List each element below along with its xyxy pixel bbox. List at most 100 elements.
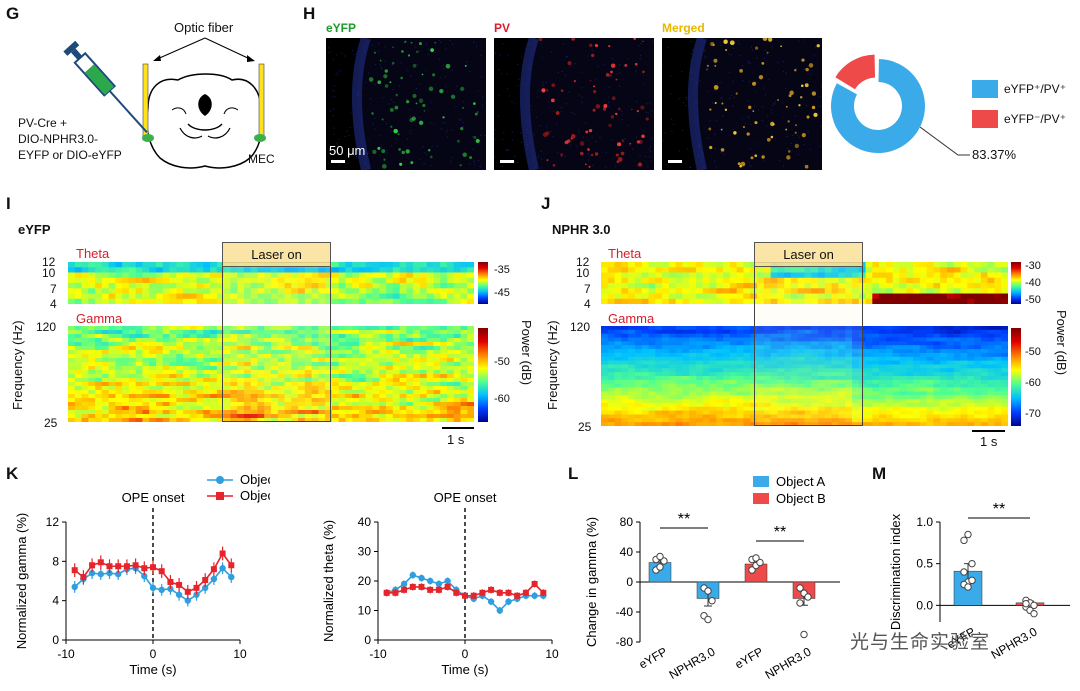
heatmap-cell <box>433 386 441 391</box>
heatmap-cell <box>115 298 123 304</box>
heatmap-cell <box>230 382 238 387</box>
heatmap-cell <box>223 362 231 367</box>
heatmap-cell <box>223 370 231 375</box>
heatmap-cell <box>607 383 616 389</box>
micrograph-nucleus <box>690 53 692 55</box>
micrograph-nucleus <box>332 96 334 98</box>
heatmap-cell <box>142 358 150 363</box>
heatmap-cell <box>784 406 792 412</box>
heatmap-cell <box>885 337 894 342</box>
heatmap-cell <box>169 358 177 363</box>
micrograph-cell <box>391 61 395 65</box>
micrograph-nucleus <box>439 58 441 60</box>
heatmap-cell <box>230 267 238 274</box>
micrograph-nucleus <box>384 45 386 48</box>
heatmap-cell <box>892 391 901 396</box>
heatmap-cell <box>723 372 731 377</box>
heatmap-cell <box>831 379 839 385</box>
micrograph-cell <box>430 155 433 159</box>
micrograph-nucleus <box>640 43 642 45</box>
data-point <box>392 589 399 596</box>
heatmap-cell <box>824 364 833 369</box>
heatmap-cell <box>95 414 103 419</box>
heatmap-cell <box>980 402 989 408</box>
heatmap-cell <box>311 277 319 284</box>
heatmap-cell <box>359 293 367 300</box>
micrograph-cell <box>476 111 479 113</box>
heatmap-cell <box>74 283 83 289</box>
data-point <box>158 586 165 594</box>
heatmap-cell <box>325 374 333 379</box>
heatmap-cell <box>257 362 265 367</box>
heatmap-cell <box>838 333 846 339</box>
heatmap-cell <box>183 406 191 411</box>
heatmap-cell <box>399 414 407 419</box>
heatmap-cell <box>865 410 873 415</box>
heatmap-cell <box>926 418 934 423</box>
heatmap-cell <box>757 267 765 274</box>
micrograph-nucleus <box>803 39 805 41</box>
heatmap-cell <box>919 364 928 369</box>
heatmap-cell <box>729 399 738 404</box>
heatmap-cell <box>257 330 265 335</box>
heatmap-cell <box>818 341 826 346</box>
heatmap-cell <box>736 372 745 377</box>
heatmap-cell <box>736 356 745 362</box>
heatmap-cell <box>318 334 326 339</box>
heatmap-cell <box>68 362 76 367</box>
heatmap-cell <box>386 277 394 284</box>
heatmap-cell <box>196 382 204 387</box>
heatmap-cell <box>386 298 394 304</box>
j-theta-cbar-low: -50 <box>1025 294 1041 306</box>
heatmap-cell <box>811 372 819 377</box>
heatmap-cell <box>655 352 663 358</box>
heatmap-cell <box>974 262 982 268</box>
heatmap-cell <box>291 410 299 415</box>
heatmap-cell <box>81 272 89 279</box>
micrograph-nucleus <box>436 145 439 147</box>
micrograph-cell <box>394 105 399 110</box>
i-power-label: Power (dB) <box>519 320 534 386</box>
heatmap-cell <box>108 277 116 284</box>
heatmap-cell <box>655 283 663 289</box>
heatmap-cell <box>237 362 245 367</box>
heatmap-cell <box>264 378 272 383</box>
micrograph-nucleus <box>589 155 591 157</box>
heatmap-cell <box>460 370 468 375</box>
heatmap-cell <box>345 398 353 403</box>
heatmap-cell <box>601 293 609 300</box>
legend-label-eyfp-neg: eYFP⁻/PV⁺ <box>1004 112 1067 126</box>
heatmap-cell <box>331 414 340 419</box>
heatmap-cell <box>824 418 833 423</box>
heatmap-cell <box>237 374 245 379</box>
heatmap-cell <box>149 326 157 331</box>
heatmap-cell <box>777 399 785 404</box>
heatmap-cell <box>885 272 894 279</box>
heatmap-cell <box>237 382 245 387</box>
heatmap-cell <box>662 333 670 339</box>
micrograph-cell <box>755 46 759 50</box>
heatmap-cell <box>331 298 340 304</box>
heatmap-cell <box>203 272 211 279</box>
heatmap-cell <box>142 350 150 355</box>
heatmap-cell <box>359 386 367 391</box>
heatmap-cell <box>634 414 643 419</box>
micrograph-nucleus <box>690 59 692 61</box>
heatmap-cell <box>865 277 873 284</box>
micrograph-nucleus <box>526 128 528 130</box>
heatmap-cell <box>81 330 89 335</box>
heatmap-cell <box>399 342 407 347</box>
heatmap-cell <box>203 418 211 422</box>
heatmap-cell <box>784 333 792 339</box>
heatmap-cell <box>757 387 765 392</box>
heatmap-cell <box>750 376 758 381</box>
heatmap-cell <box>729 406 738 412</box>
heatmap-cell <box>994 379 1002 385</box>
heatmap-cell <box>196 334 204 339</box>
heatmap-cell <box>872 349 880 354</box>
heatmap-cell <box>271 394 279 399</box>
heatmap-cell <box>852 267 860 274</box>
heatmap-cell <box>210 386 218 391</box>
heatmap-cell <box>648 376 656 381</box>
heatmap-cell <box>838 399 846 404</box>
